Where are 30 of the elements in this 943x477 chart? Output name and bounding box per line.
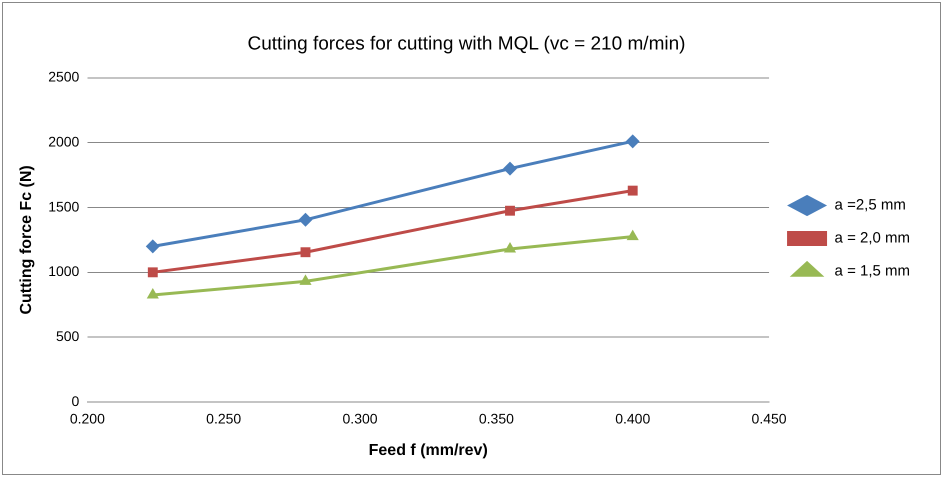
- x-tick-label: 0.450: [752, 410, 787, 426]
- legend-label: a = 1,5 mm: [834, 262, 910, 280]
- point: [146, 239, 160, 254]
- x-tick-label: 0.400: [615, 410, 650, 426]
- point: [504, 242, 516, 252]
- y-tick-label: 2000: [48, 134, 80, 150]
- legend-label: a =2,5 mm: [834, 196, 906, 214]
- point: [298, 212, 312, 227]
- point: [505, 206, 515, 216]
- y-tick-label: 500: [56, 328, 80, 344]
- x-tick-label: 0.250: [206, 410, 242, 426]
- point: [299, 274, 312, 285]
- point: [300, 247, 310, 258]
- y-tick-label: 0: [72, 392, 80, 409]
- x-axis-title: Feed f (mm/rev): [368, 442, 488, 459]
- x-tick-label: 0.200: [70, 410, 106, 426]
- chart-title: Cutting forces for cutting with MQL (vc = 210 m/min): [247, 34, 686, 55]
- x-tick-label: 0.300: [342, 410, 378, 426]
- point: [626, 134, 640, 148]
- x-tick-label: 0.350: [478, 410, 514, 426]
- point: [626, 230, 639, 240]
- point: [503, 162, 518, 176]
- legend-label: a = 2,0 mm: [834, 230, 910, 247]
- y-tick-label: 2500: [48, 68, 80, 85]
- y-tick-label: 1500: [48, 198, 80, 214]
- point: [146, 288, 159, 299]
- point: [628, 186, 638, 196]
- y-axis-title: Cutting force Fc (N): [18, 165, 36, 315]
- point: [148, 267, 158, 278]
- y-tick-label: 1000: [48, 263, 80, 280]
